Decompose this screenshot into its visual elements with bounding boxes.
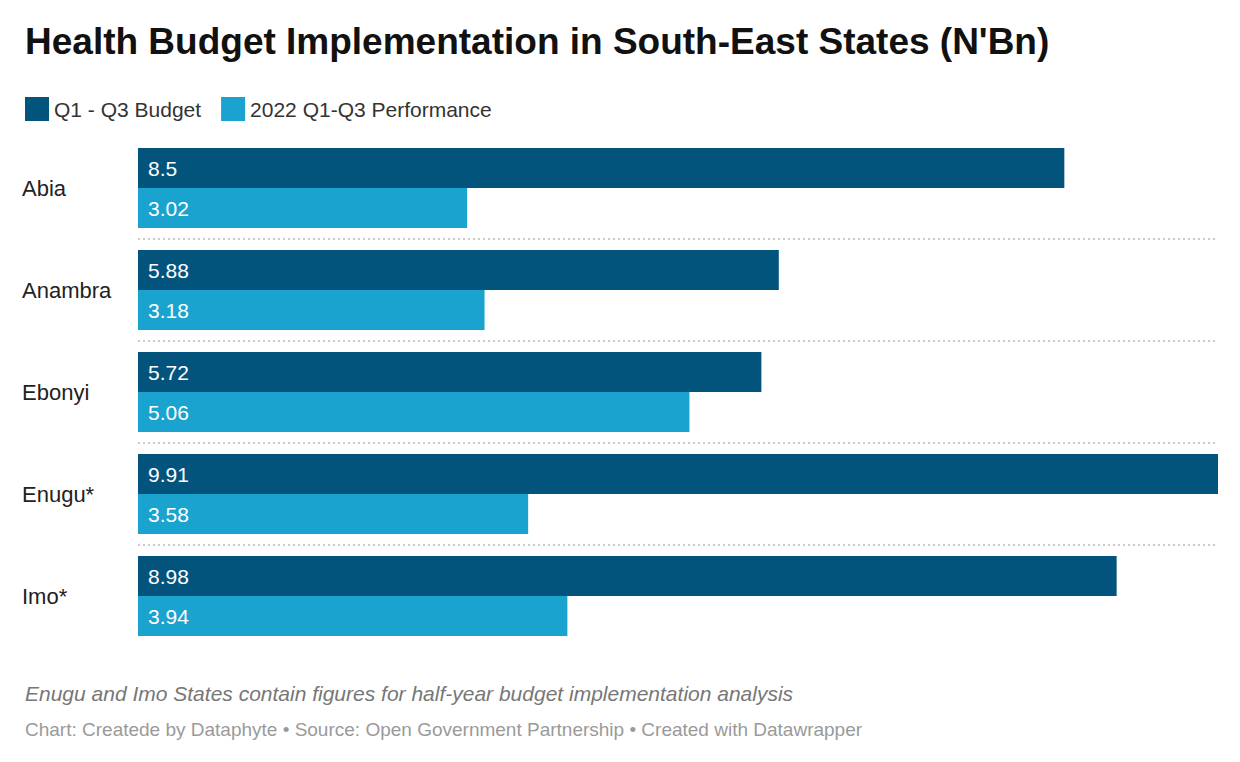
svg-text:5.88: 5.88 — [148, 259, 189, 282]
svg-text:2022 Q1-Q3 Performance: 2022 Q1-Q3 Performance — [250, 98, 492, 121]
svg-text:3.18: 3.18 — [148, 299, 189, 322]
svg-text:3.94: 3.94 — [148, 605, 189, 628]
svg-text:8.5: 8.5 — [148, 157, 177, 180]
svg-text:Chart: Createde by Dataphyte •: Chart: Createde by Dataphyte • Source: O… — [25, 719, 863, 740]
svg-text:3.58: 3.58 — [148, 503, 189, 526]
svg-text:Anambra: Anambra — [22, 278, 112, 303]
svg-text:Enugu and Imo States contain f: Enugu and Imo States contain figures for… — [25, 682, 794, 705]
svg-text:Health Budget Implementation i: Health Budget Implementation in South-Ea… — [25, 21, 1049, 62]
svg-text:Q1 - Q3 Budget: Q1 - Q3 Budget — [54, 98, 201, 121]
svg-text:Imo*: Imo* — [22, 584, 68, 609]
svg-text:Enugu*: Enugu* — [22, 482, 95, 507]
svg-text:Abia: Abia — [22, 176, 67, 201]
svg-text:5.72: 5.72 — [148, 361, 189, 384]
svg-text:Ebonyi: Ebonyi — [22, 380, 89, 405]
svg-text:8.98: 8.98 — [148, 565, 189, 588]
svg-text:3.02: 3.02 — [148, 197, 189, 220]
svg-text:5.06: 5.06 — [148, 401, 189, 424]
svg-text:9.91: 9.91 — [148, 463, 189, 486]
